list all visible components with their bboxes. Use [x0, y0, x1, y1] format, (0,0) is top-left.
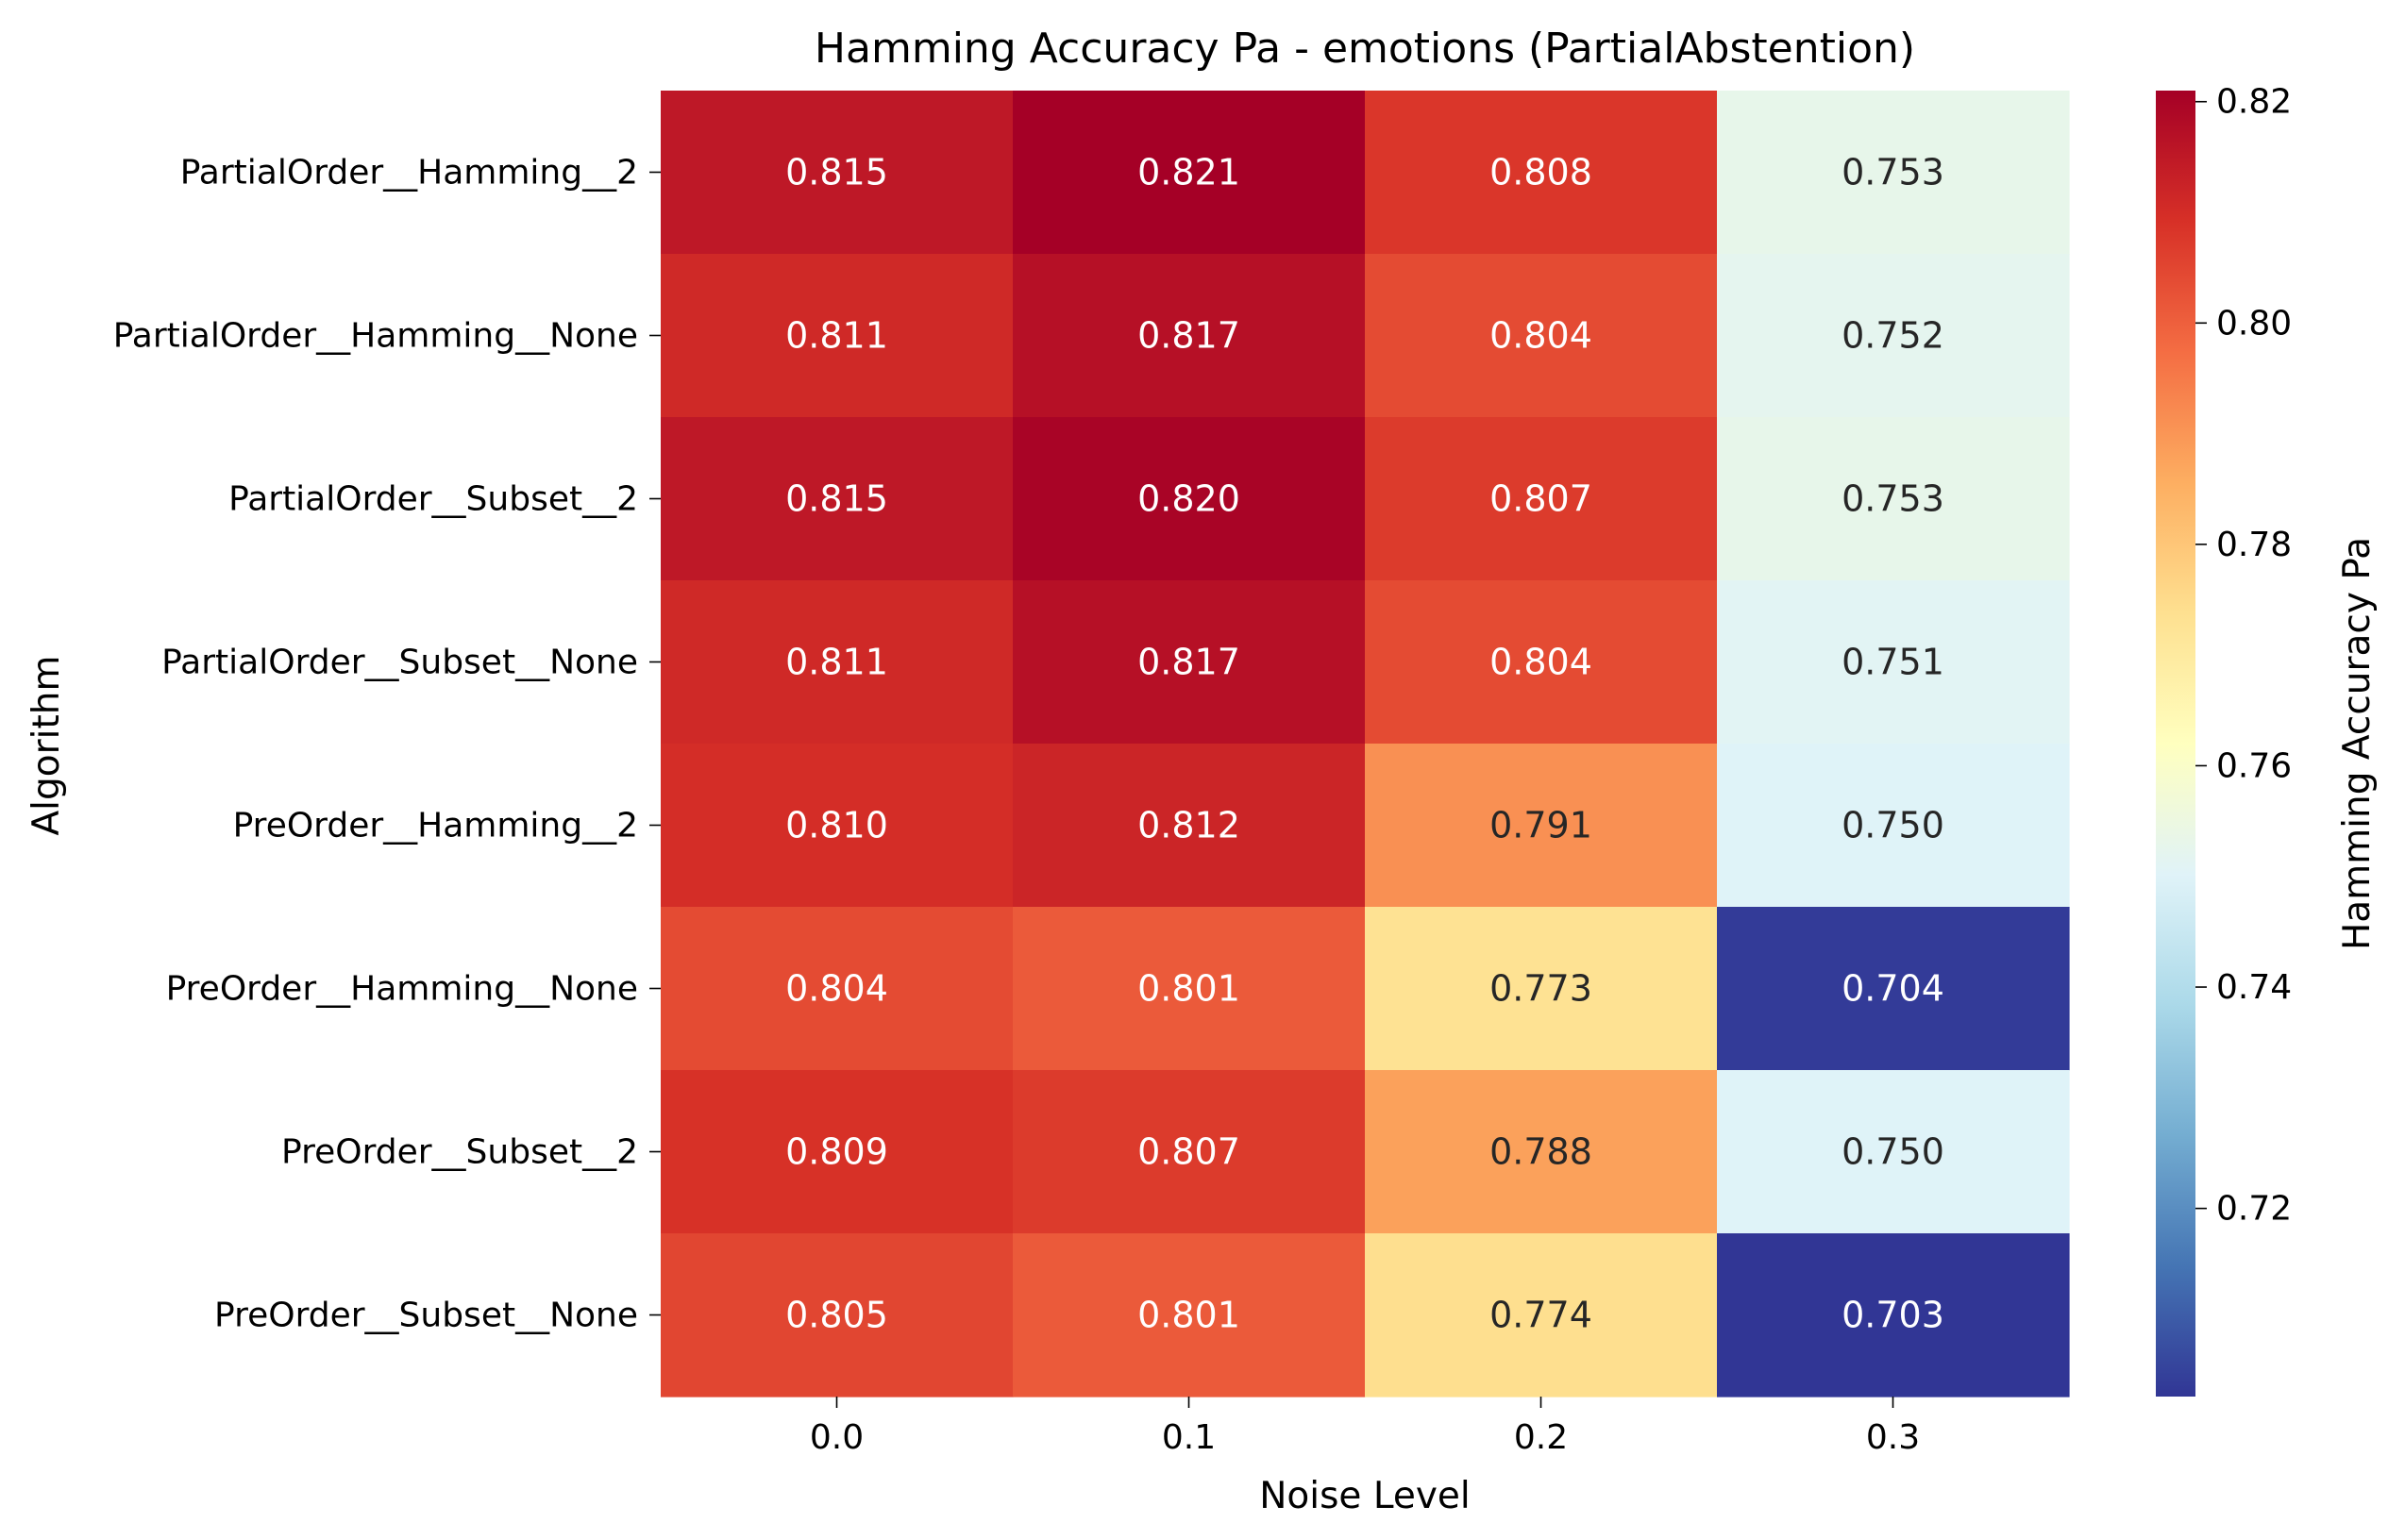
y-tick-label-partialorder-hamming-none: PartialOrder__Hamming__None — [113, 317, 638, 356]
x-axis-title: Noise Level — [1259, 1475, 1471, 1517]
cell-value-label-r3-c0: 0.811 — [785, 642, 888, 683]
cell-value-label-r7-c0: 0.805 — [785, 1295, 888, 1336]
colorbar — [2156, 91, 2195, 1397]
cell-value-label-r1-c0: 0.811 — [785, 315, 888, 357]
chart-title: Hamming Accuracy Pa - emotions (PartialA… — [815, 25, 1915, 73]
cell-value-label-r6-c0: 0.809 — [785, 1131, 888, 1173]
cell-value-label-r4-c1: 0.812 — [1137, 805, 1240, 846]
y-axis-ticks: PartialOrder__Hamming__2 PartialOrder__Ha… — [113, 154, 661, 1335]
cell-value-label-r5-c0: 0.804 — [785, 968, 888, 1010]
heatmap-cell-r7-c0 — [661, 1233, 1014, 1398]
colorbar-tick-label-0-78: 0.78 — [2216, 526, 2292, 564]
colorbar-ticks: 0.72 0.74 0.76 0.78 0.80 0.82 — [2195, 83, 2292, 1229]
heatmap-cell-r6-c0 — [661, 1070, 1014, 1234]
cell-value-label-r0-c3: 0.753 — [1842, 152, 1944, 193]
cell-value-label-r1-c3: 0.752 — [1842, 315, 1944, 357]
y-tick-label-partialorder-subset-2: PartialOrder__Subset__2 — [228, 480, 638, 519]
colorbar-tick-label-0-76: 0.76 — [2216, 746, 2292, 785]
x-tick-label-0-0: 0.0 — [810, 1418, 864, 1457]
heatmap-cell-r0-c0 — [661, 91, 1014, 255]
heatmap-cell-r5-c0 — [661, 907, 1014, 1071]
cell-value-label-r3-c3: 0.751 — [1842, 642, 1944, 683]
y-tick-label-partialorder-subset-none: PartialOrder__Subset__None — [161, 644, 638, 682]
cell-value-label-r2-c3: 0.753 — [1842, 478, 1944, 520]
cell-value-label-r7-c2: 0.774 — [1489, 1295, 1592, 1336]
heatmap-cell-r7-c3 — [1717, 1233, 2070, 1398]
heatmap-cell-r0-c3 — [1717, 91, 2070, 255]
cell-value-label-r1-c1: 0.817 — [1137, 315, 1240, 357]
cell-value-label-r4-c0: 0.810 — [785, 805, 888, 846]
x-axis-ticks: 0.0 0.1 0.2 0.3 — [810, 1397, 1920, 1457]
heatmap-cell-r7-c2 — [1365, 1233, 1718, 1398]
heatmap-cell-r3-c0 — [661, 580, 1014, 745]
heatmap-cell-r2-c1 — [1013, 417, 1366, 581]
cell-value-label-r4-c3: 0.750 — [1842, 805, 1944, 846]
y-tick-label-preorder-hamming-none: PreOrder__Hamming__None — [166, 970, 638, 1009]
heatmap-cell-r4-c3 — [1717, 744, 2070, 908]
heatmap-cell-r4-c1 — [1013, 744, 1366, 908]
heatmap-cells — [661, 91, 2070, 1398]
heatmap-cell-r2-c3 — [1717, 417, 2070, 581]
cell-value-label-r1-c2: 0.804 — [1489, 315, 1592, 357]
cell-value-label-r0-c0: 0.815 — [785, 152, 888, 193]
cell-value-label-r2-c2: 0.807 — [1489, 478, 1592, 520]
cell-value-label-r4-c2: 0.791 — [1489, 805, 1592, 846]
heatmap-cell-r0-c2 — [1365, 91, 1718, 255]
heatmap-cell-r5-c3 — [1717, 907, 2070, 1071]
cell-value-label-r0-c1: 0.821 — [1137, 152, 1240, 193]
cell-value-label-r0-c2: 0.808 — [1489, 152, 1592, 193]
cell-value-label-r2-c0: 0.815 — [785, 478, 888, 520]
heatmap-cell-r7-c1 — [1013, 1233, 1366, 1398]
heatmap-cell-r1-c0 — [661, 254, 1014, 418]
cell-value-label-r7-c3: 0.703 — [1842, 1295, 1944, 1336]
cell-value-label-r5-c2: 0.773 — [1489, 968, 1592, 1010]
colorbar-tick-label-0-72: 0.72 — [2216, 1190, 2292, 1229]
heatmap-cell-r1-c3 — [1717, 254, 2070, 418]
y-axis-title: Algorithm — [25, 655, 68, 835]
heatmap-cell-r3-c1 — [1013, 580, 1366, 745]
y-tick-label-preorder-hamming-2: PreOrder__Hamming__2 — [233, 807, 638, 845]
heatmap-cell-r3-c2 — [1365, 580, 1718, 745]
cell-value-label-r6-c1: 0.807 — [1137, 1131, 1240, 1173]
colorbar-tick-label-0-74: 0.74 — [2216, 968, 2292, 1007]
heatmap-cell-labels: 0.815 0.821 0.808 0.753 0.811 0.817 0.804 0.752… — [785, 152, 1944, 1336]
colorbar-title: Hamming Accuracy Pa — [2336, 537, 2379, 950]
heatmap-cell-r6-c3 — [1717, 1070, 2070, 1234]
y-tick-label-partialorder-hamming-2: PartialOrder__Hamming__2 — [180, 154, 638, 192]
colorbar-tick-label-0-82: 0.82 — [2216, 83, 2292, 122]
heatmap-cell-r6-c1 — [1013, 1070, 1366, 1234]
cell-value-label-r3-c1: 0.817 — [1137, 642, 1240, 683]
heatmap-cell-r4-c0 — [661, 744, 1014, 908]
heatmap-cell-r1-c1 — [1013, 254, 1366, 418]
cell-value-label-r5-c3: 0.704 — [1842, 968, 1944, 1010]
heatmap-cell-r0-c1 — [1013, 91, 1366, 255]
cell-value-label-r7-c1: 0.801 — [1137, 1295, 1240, 1336]
cell-value-label-r6-c2: 0.788 — [1489, 1131, 1592, 1173]
cell-value-label-r5-c1: 0.801 — [1137, 968, 1240, 1010]
heatmap-cell-r2-c2 — [1365, 417, 1718, 581]
heatmap-cell-r5-c1 — [1013, 907, 1366, 1071]
y-tick-label-preorder-subset-2: PreOrder__Subset__2 — [281, 1133, 638, 1172]
x-tick-label-0-3: 0.3 — [1866, 1418, 1920, 1457]
x-tick-label-0-2: 0.2 — [1514, 1418, 1568, 1457]
heatmap-cell-r4-c2 — [1365, 744, 1718, 908]
heatmap-cell-r3-c3 — [1717, 580, 2070, 745]
heatmap-cell-r5-c2 — [1365, 907, 1718, 1071]
heatmap-cell-r1-c2 — [1365, 254, 1718, 418]
colorbar-tick-label-0-80: 0.80 — [2216, 304, 2292, 343]
cell-value-label-r2-c1: 0.820 — [1137, 478, 1240, 520]
y-tick-label-preorder-subset-none: PreOrder__Subset__None — [214, 1297, 638, 1335]
heatmap-cell-r2-c0 — [661, 417, 1014, 581]
cell-value-label-r3-c2: 0.804 — [1489, 642, 1592, 683]
x-tick-label-0-1: 0.1 — [1162, 1418, 1216, 1457]
heatmap-cell-r6-c2 — [1365, 1070, 1718, 1234]
cell-value-label-r6-c3: 0.750 — [1842, 1131, 1944, 1173]
